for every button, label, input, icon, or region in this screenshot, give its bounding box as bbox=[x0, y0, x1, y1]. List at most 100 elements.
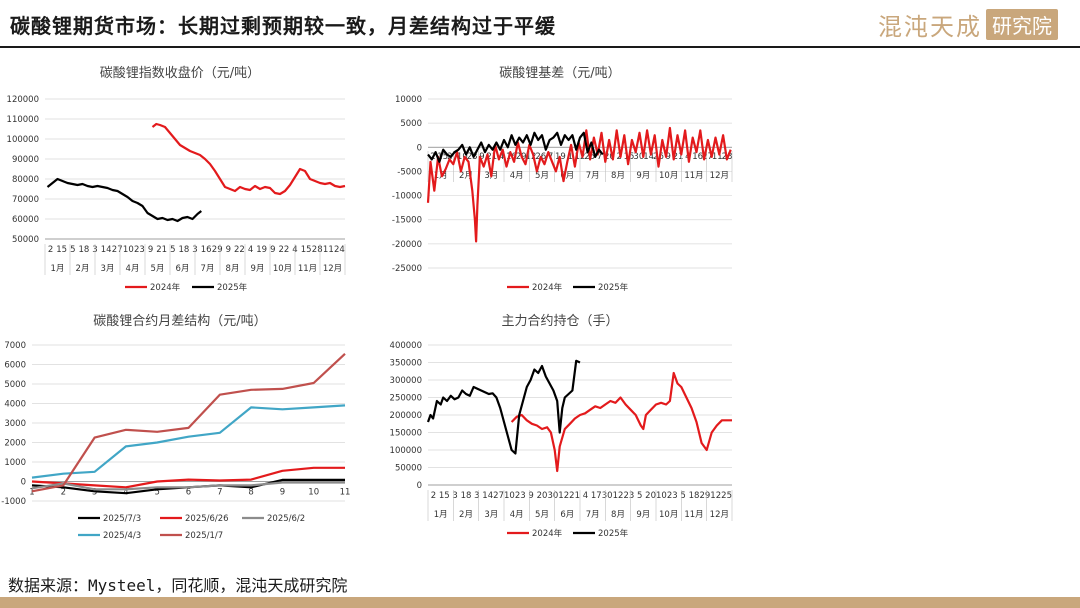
x-month-label: 1月 bbox=[434, 171, 448, 181]
x-month-label: 10月 bbox=[273, 264, 292, 274]
y-tick-label: 80000 bbox=[12, 175, 39, 185]
x-month-label: 4月 bbox=[510, 510, 524, 520]
x-day-label: 30 bbox=[547, 491, 558, 501]
x-tick-label: 8 bbox=[248, 488, 253, 498]
y-tick-label: 10000 bbox=[395, 95, 422, 105]
legend-label: 2025/1/7 bbox=[185, 531, 223, 541]
legend-label: 2025/6/2 bbox=[267, 514, 305, 524]
y-tick-label: 150000 bbox=[390, 429, 422, 439]
x-day-label: 16 bbox=[201, 245, 212, 255]
x-month-label: 1月 bbox=[434, 510, 448, 520]
x-day-label: 14 bbox=[482, 491, 493, 501]
legend-label: 2024年 bbox=[150, 282, 181, 293]
y-tick-label: -10000 bbox=[392, 192, 422, 202]
x-month-label: 5月 bbox=[535, 171, 549, 181]
x-day-label: 15 bbox=[439, 491, 450, 501]
y-tick-label: 400000 bbox=[390, 341, 422, 351]
x-day-label: 5 bbox=[170, 245, 175, 255]
x-day-label: 18 bbox=[78, 245, 89, 255]
x-day-label: 17 bbox=[591, 491, 602, 501]
x-day-label: 16 bbox=[692, 152, 703, 162]
x-day-label: 5 bbox=[70, 245, 75, 255]
x-day-label: 27 bbox=[493, 491, 504, 501]
x-day-label: 23 bbox=[467, 152, 478, 162]
x-month-label: 2月 bbox=[459, 510, 473, 520]
y-tick-label: 120000 bbox=[7, 95, 39, 105]
y-tick-label: 110000 bbox=[7, 115, 39, 125]
legend-label: 2025/7/3 bbox=[103, 514, 141, 524]
y-tick-label: -15000 bbox=[392, 216, 422, 226]
legend-label: 2024年 bbox=[532, 282, 563, 293]
x-tick-label: 3 bbox=[92, 488, 97, 498]
y-tick-label: 0 bbox=[417, 143, 422, 153]
series-line-2024 bbox=[151, 122, 346, 196]
x-tick-label: 6 bbox=[186, 488, 191, 498]
x-day-label: 14 bbox=[101, 245, 112, 255]
x-day-label: 26 bbox=[653, 152, 664, 162]
x-day-label: 14 bbox=[643, 152, 654, 162]
x-month-label: 7月 bbox=[586, 510, 600, 520]
x-tick-label: 7 bbox=[217, 488, 222, 498]
x-month-label: 5月 bbox=[535, 510, 549, 520]
y-tick-label: 50000 bbox=[395, 464, 422, 474]
x-day-label: 21 bbox=[569, 491, 580, 501]
x-month-label: 8月 bbox=[226, 264, 240, 274]
x-day-label: 9 bbox=[148, 245, 153, 255]
x-day-label: 1 bbox=[567, 152, 572, 162]
x-month-label: 1月 bbox=[51, 264, 65, 274]
x-day-label: 2 bbox=[48, 245, 53, 255]
x-day-label: 12 bbox=[526, 152, 537, 162]
x-day-label: 2 bbox=[431, 491, 436, 501]
x-day-label: 11 bbox=[323, 245, 334, 255]
x-day-label: 9 bbox=[666, 152, 671, 162]
x-day-label: 28 bbox=[312, 245, 323, 255]
x-day-label: 10 bbox=[656, 491, 667, 501]
x-month-label: 12月 bbox=[710, 171, 729, 181]
x-day-label: 22 bbox=[278, 245, 289, 255]
chart-open-interest: 主力合约持仓（手） 0 50000 100000 150000 200000 250000 3… bbox=[390, 314, 733, 539]
x-day-label: 12 bbox=[710, 491, 721, 501]
x-day-label: 27 bbox=[112, 245, 123, 255]
x-day-label: 23 bbox=[134, 245, 145, 255]
y-tick-label: 100000 bbox=[7, 135, 39, 145]
logo-text: 混沌天成 bbox=[878, 12, 982, 41]
x-day-label: 11 bbox=[712, 152, 723, 162]
x-month-label: 2月 bbox=[76, 264, 90, 274]
x-day-label: 9 bbox=[528, 491, 533, 501]
series-line bbox=[31, 352, 346, 493]
y-tick-label: 300000 bbox=[390, 376, 422, 386]
x-day-label: 12 bbox=[613, 491, 624, 501]
x-month-label: 9月 bbox=[636, 171, 650, 181]
x-tick-label: 9 bbox=[280, 488, 285, 498]
x-day-label: 4 bbox=[583, 491, 588, 501]
x-day-label: 20 bbox=[537, 491, 548, 501]
chart-index-close: 碳酸锂指数收盘价（元/吨） 50000 60000 70000 80000 90000 10… bbox=[7, 65, 346, 293]
x-tick-label: 11 bbox=[340, 488, 351, 498]
x-month-label: 8月 bbox=[611, 510, 625, 520]
x-month-label: 8月 bbox=[611, 171, 625, 181]
series-line-2024 bbox=[510, 371, 732, 473]
x-day-label: 18 bbox=[178, 245, 189, 255]
x-month-label: 5月 bbox=[151, 264, 165, 274]
header: 碳酸锂期货市场：长期过剩预期较一致，月差结构过于平缓 混沌天成 研究院 bbox=[0, 0, 1080, 50]
x-day-label: 15 bbox=[437, 152, 448, 162]
y-tick-label: -25000 bbox=[392, 264, 422, 274]
x-day-label: 29 bbox=[699, 491, 710, 501]
x-month-label: 4月 bbox=[510, 171, 524, 181]
x-month-label: 12月 bbox=[323, 264, 342, 274]
x-day-label: 21 bbox=[156, 245, 167, 255]
x-month-label: 2月 bbox=[459, 171, 473, 181]
y-tick-label: 6000 bbox=[4, 361, 26, 371]
x-day-label: 23 bbox=[623, 491, 634, 501]
x-month-label: 11月 bbox=[298, 264, 317, 274]
y-tick-label: 100000 bbox=[390, 446, 422, 456]
chart-title: 主力合约持仓（手） bbox=[501, 314, 618, 329]
x-month-label: 11月 bbox=[684, 171, 703, 181]
chart-spread-structure: 碳酸锂合约月差结构（元/吨） -1000 0 1000 2000 3000 4000 5000… bbox=[1, 314, 351, 541]
x-day-label: 5 bbox=[637, 491, 642, 501]
x-tick-label: 1 bbox=[29, 488, 34, 498]
series-line bbox=[31, 404, 346, 479]
chart-basis: 碳酸锂基差（元/吨） -25000 -20000 -15000 -10000 -5000 0… bbox=[392, 66, 733, 293]
y-tick-label: -1000 bbox=[1, 497, 26, 507]
x-day-label: 4 bbox=[248, 245, 253, 255]
